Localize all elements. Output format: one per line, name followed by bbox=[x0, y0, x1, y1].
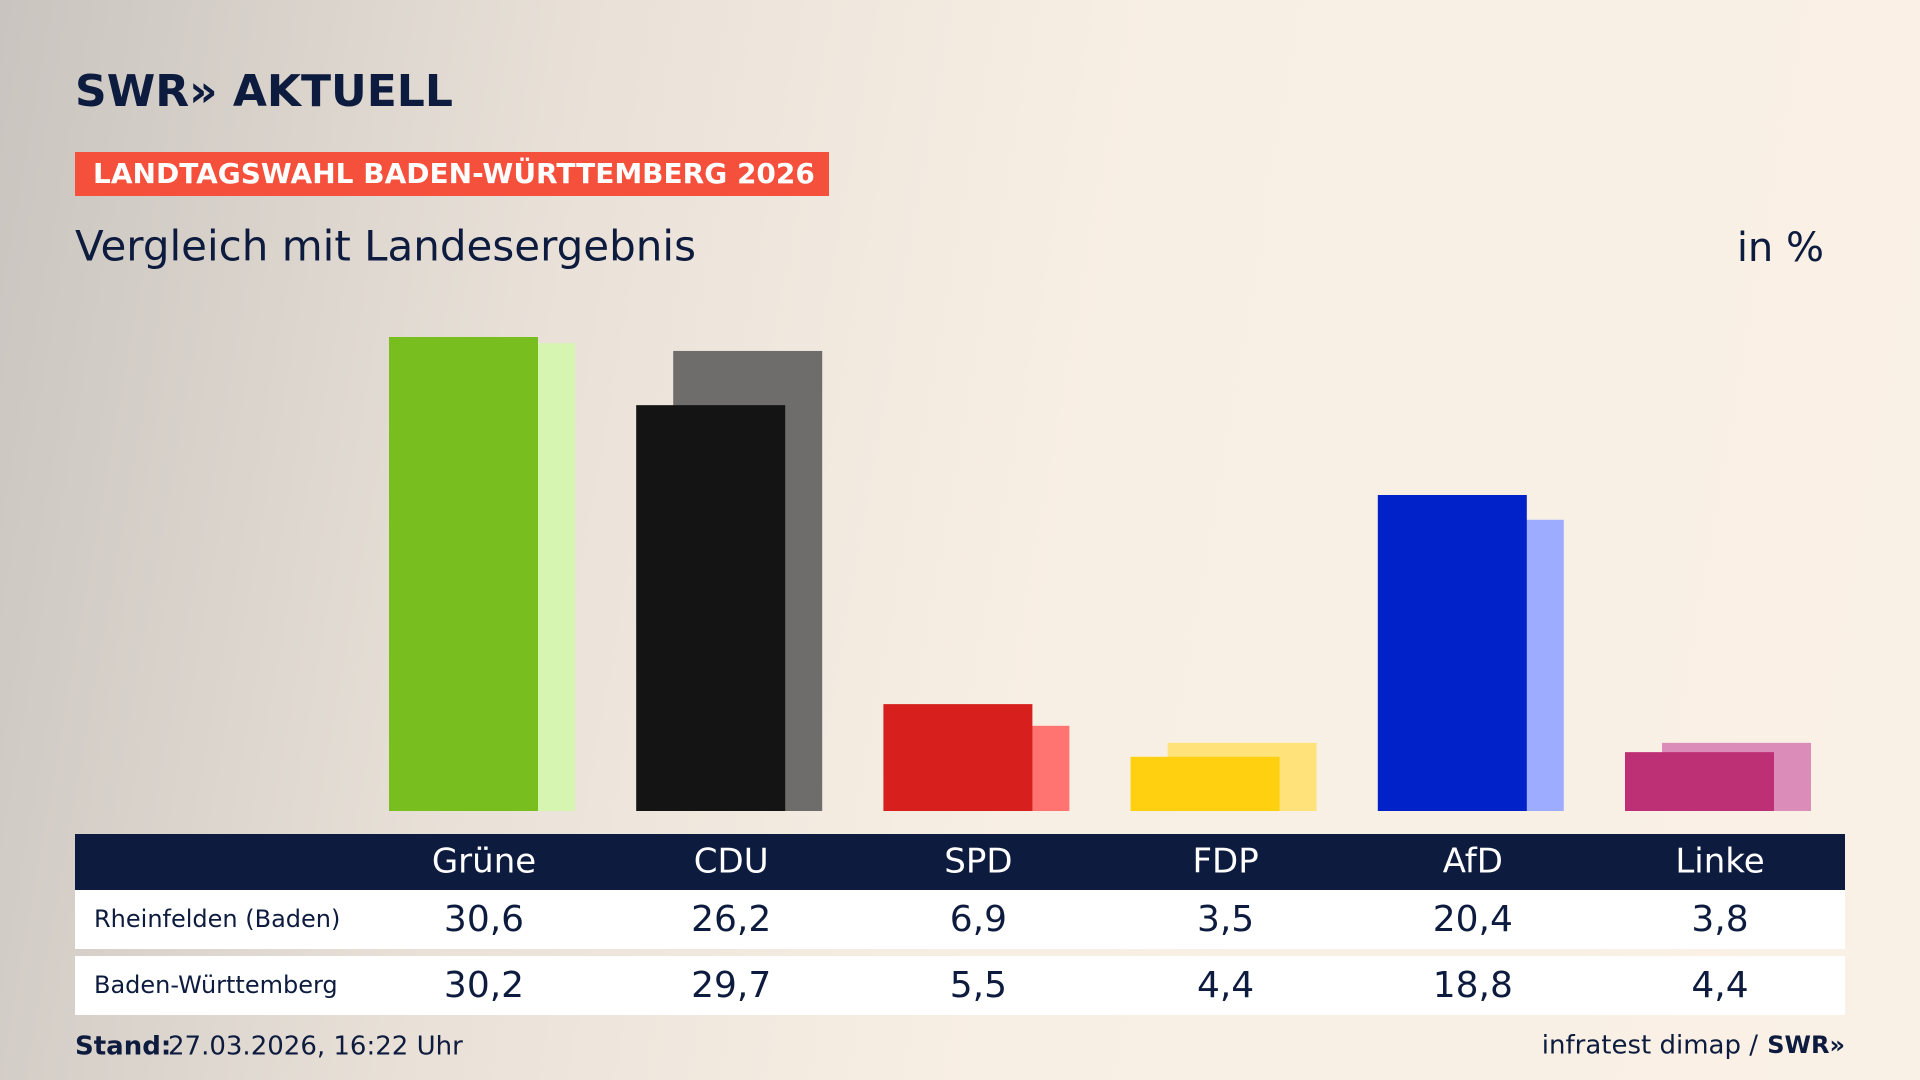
unit: in % bbox=[1737, 225, 1824, 271]
bar bbox=[1377, 495, 1527, 811]
table-row bbox=[75, 890, 1845, 949]
footer-date: 27.03.2026, 16:22 Uhr bbox=[168, 1032, 463, 1062]
value-label: 18,8 bbox=[1433, 965, 1513, 1006]
badge-bg bbox=[75, 152, 829, 196]
bar bbox=[883, 704, 1033, 811]
value-label: 30,2 bbox=[444, 965, 524, 1006]
value-label: 4,4 bbox=[1691, 965, 1748, 1006]
category-label: Linke bbox=[1675, 842, 1764, 882]
category-label: FDP bbox=[1192, 842, 1258, 882]
category-label: AfD bbox=[1443, 842, 1503, 882]
chart-title: Vergleich mit Landesergebnis bbox=[75, 222, 696, 271]
bar bbox=[389, 337, 538, 811]
logo: SWR» AKTUELL bbox=[75, 66, 453, 117]
row-label: Baden-Württemberg bbox=[94, 971, 338, 999]
table-header bbox=[75, 834, 1845, 890]
category-label: Grüne bbox=[432, 842, 536, 882]
bar bbox=[1130, 756, 1280, 811]
bar bbox=[1625, 752, 1774, 811]
row-label: Rheinfelden (Baden) bbox=[94, 905, 340, 933]
value-label: 3,8 bbox=[1691, 899, 1748, 940]
category-label: CDU bbox=[694, 842, 769, 882]
value-label: 29,7 bbox=[691, 965, 771, 1006]
source-logo: SWR» bbox=[1767, 1031, 1845, 1059]
bar bbox=[636, 405, 786, 811]
footer-label: Stand: bbox=[75, 1032, 171, 1062]
value-label: 30,6 bbox=[444, 899, 524, 940]
value-label: 26,2 bbox=[691, 899, 771, 940]
badge: LANDTAGSWAHL BADEN-WÜRTTEMBERG 2026 bbox=[93, 156, 815, 190]
value-label: 4,4 bbox=[1197, 965, 1254, 1006]
category-label: SPD bbox=[944, 842, 1012, 882]
value-label: 6,9 bbox=[950, 899, 1007, 940]
value-label: 20,4 bbox=[1433, 899, 1513, 940]
source: infratest dimap / bbox=[1542, 1031, 1758, 1061]
value-label: 3,5 bbox=[1197, 899, 1254, 940]
value-label: 5,5 bbox=[950, 965, 1007, 1006]
table-row bbox=[75, 956, 1845, 1015]
